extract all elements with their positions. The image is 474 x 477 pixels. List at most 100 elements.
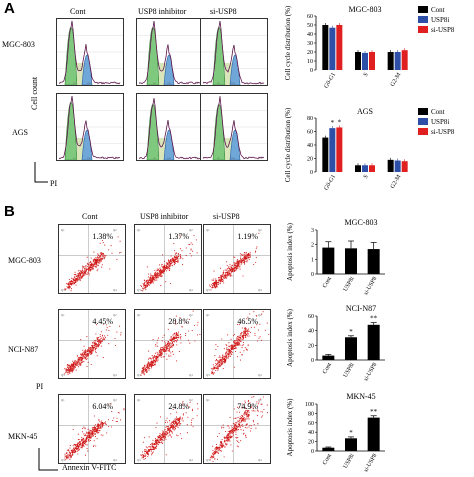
bar-si-USP8	[367, 249, 380, 274]
svg-text:200: 200	[259, 82, 264, 85]
svg-text:0: 0	[139, 157, 141, 160]
apoptosis-percent-r1-c2: 1.37%	[168, 232, 189, 241]
svg-text:100: 100	[167, 82, 172, 85]
svg-text:200: 200	[195, 82, 200, 85]
svg-text:50: 50	[153, 82, 156, 85]
y-axis-label: Apoptosis index (%)	[286, 222, 294, 281]
legend-swatch	[418, 26, 428, 33]
svg-text:Q4: Q4	[189, 373, 193, 377]
bar-USP8i-G2-M	[394, 52, 401, 70]
svg-text:Q2: Q2	[189, 228, 193, 232]
svg-text:Q1: Q1	[206, 228, 210, 232]
svg-text:0: 0	[59, 82, 61, 85]
bar-USP8i-G2-M	[394, 160, 401, 172]
scatter-r2-c2: Q1 Q2 Q3 Q4	[134, 309, 202, 379]
y-axis-label: Apoptosis index (%)	[286, 398, 294, 457]
legend-label: si-USP8	[431, 26, 455, 34]
b-y-axis-label: PI	[36, 382, 44, 391]
y-axis-label: Apoptosis index (%)	[286, 308, 294, 367]
svg-text:Q2: Q2	[258, 228, 262, 232]
y-tick-label: 0	[311, 358, 314, 364]
svg-text:Q4: Q4	[258, 288, 262, 292]
x-tick-label: S	[363, 174, 370, 180]
histogram-r2-c3: 0 50 100 150 200	[200, 93, 268, 161]
svg-text:200: 200	[115, 82, 120, 85]
bar-USP8i	[345, 438, 357, 451]
svg-text:200: 200	[115, 157, 120, 160]
y-tick-label: 40	[308, 329, 314, 335]
svg-text:Q1: Q1	[137, 228, 141, 232]
svg-text:Q1: Q1	[206, 313, 210, 317]
bar-si-USP8-G2-M	[401, 50, 408, 70]
svg-text:Q2: Q2	[189, 398, 193, 402]
svg-text:100: 100	[167, 157, 172, 160]
histogram-r2-c2: 0 50 100 150 200	[136, 93, 204, 161]
histogram-r1-c1: 0 50 100 150 200	[56, 18, 124, 86]
svg-text:Q4: Q4	[113, 458, 117, 462]
chart-cell-cycle-mgc803: Cell cycle distribution (%) MGC-803 0 10 20 3…	[284, 5, 455, 89]
apoptosis-percent-r1-c3: 1.19%	[237, 232, 258, 241]
svg-text:Q1: Q1	[61, 313, 65, 317]
histogram-r1-c3: 0 50 100 150 200	[200, 18, 268, 86]
b-col-label-si: si-USP8	[213, 212, 240, 221]
x-tick-label: G2-M	[390, 71, 403, 87]
svg-text:Q1: Q1	[137, 398, 141, 402]
svg-text:0: 0	[203, 82, 205, 85]
bar-USP8i	[345, 248, 357, 274]
x-tick-label: si-USP8	[363, 362, 378, 382]
a-y-axis-label: Cell count	[30, 76, 39, 110]
chart-apoptosis-ncin87: Apoptosis index (%) NCI-N87 0 20 40 60 Cont * US…	[286, 304, 385, 382]
svg-text:Q4: Q4	[258, 458, 262, 462]
y-axis-label: Cell cycle distribution (%)	[284, 5, 292, 80]
svg-text:0: 0	[59, 157, 61, 160]
bar-Cont-S	[355, 165, 361, 172]
b-col-label-inhibitor: USP8 inhibitor	[140, 212, 189, 221]
svg-text:Q3: Q3	[137, 458, 141, 462]
x-tick-label: S	[363, 72, 370, 78]
chart-cell-cycle-ags: Cell cycle distribution (%) AGS 0 20 40 60 80 G…	[284, 107, 455, 191]
bar-si-USP8-S	[369, 52, 375, 70]
y-tick-label: 40	[307, 32, 313, 38]
svg-text:Q1: Q1	[137, 313, 141, 317]
bar-USP8i	[345, 337, 357, 360]
bar-si-USP8-G2-M	[401, 161, 408, 172]
svg-text:50: 50	[153, 157, 156, 160]
bar-si-USP8-G0-G1	[336, 127, 343, 172]
a-col-label-si: si-USP8	[210, 7, 237, 16]
y-tick-label: 20	[308, 343, 314, 349]
svg-text:Q3: Q3	[137, 288, 141, 292]
scatter-r3-c2: Q1 Q2 Q3 Q4	[134, 394, 202, 464]
y-tick-label: 10	[307, 59, 313, 65]
y-tick-label: 0	[311, 272, 314, 278]
legend-swatch	[418, 16, 428, 23]
svg-text:Q4: Q4	[113, 373, 117, 377]
histogram-r1-c2: 0 50 100 150 200	[136, 18, 204, 86]
y-tick-label: 20	[307, 157, 313, 163]
legend-label: USP8i	[431, 118, 449, 126]
svg-text:Q1: Q1	[61, 398, 65, 402]
x-tick-label: G0-G1	[324, 72, 338, 89]
b-x-axis-label: Annexin V-FITC	[62, 463, 117, 472]
significance-star: *	[349, 328, 353, 336]
apoptosis-percent-r2-c2: 28.8%	[168, 317, 189, 326]
x-tick-label: G2-M	[390, 173, 403, 189]
bar-Cont-G0-G1	[322, 137, 329, 172]
svg-text:Q2: Q2	[113, 228, 117, 232]
svg-text:Q4: Q4	[189, 458, 193, 462]
histogram-r2-c1: 0 50 100 150 200	[56, 93, 124, 161]
panel-b-letter: B	[4, 203, 15, 220]
svg-text:150: 150	[245, 82, 250, 85]
y-tick-label: 0	[310, 170, 313, 176]
y-tick-label: 50	[307, 23, 313, 29]
legend-label: USP8i	[431, 16, 449, 24]
chart-title: NCI-N87	[346, 304, 376, 313]
y-tick-label: 0	[310, 68, 313, 74]
b-row-label-mkn45: MKN-45	[8, 432, 38, 441]
svg-text:Q2: Q2	[258, 398, 262, 402]
y-axis-label: Cell cycle distribution (%)	[284, 107, 292, 182]
bar-si-USP8-G0-G1	[336, 25, 343, 70]
chart-title: MKN-45	[346, 392, 375, 401]
bar-Cont-G2-M	[387, 159, 394, 172]
apoptosis-percent-r3-c2: 24.8%	[168, 402, 189, 411]
svg-text:200: 200	[195, 157, 200, 160]
